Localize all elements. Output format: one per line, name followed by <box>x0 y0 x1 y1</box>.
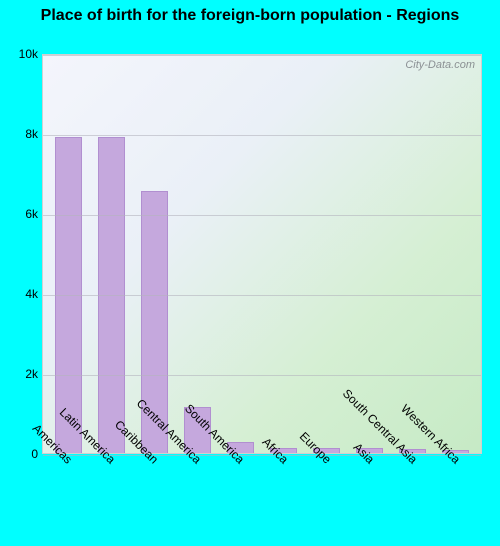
gridline <box>43 135 481 136</box>
y-tick-label: 8k <box>8 127 38 141</box>
bar-slot <box>434 55 477 453</box>
y-tick-label: 10k <box>8 47 38 61</box>
x-label-slot: South America <box>219 454 262 544</box>
x-tick-label: Western Africa <box>452 458 500 523</box>
x-tick-label: Asia <box>366 458 392 484</box>
gridline <box>43 375 481 376</box>
plot-area: City-Data.com <box>42 54 482 454</box>
x-label-slot: Western Africa <box>435 454 478 544</box>
x-label-slot: Europe <box>305 454 348 544</box>
y-tick-label: 2k <box>8 367 38 381</box>
x-label-slot: Asia <box>348 454 391 544</box>
gridline <box>43 215 481 216</box>
x-label-slot: Americas <box>46 454 89 544</box>
x-label-slot: Africa <box>262 454 305 544</box>
bar-slot <box>176 55 219 453</box>
chart-title: Place of birth for the foreign-born popu… <box>0 0 500 28</box>
bar-slot <box>133 55 176 453</box>
gridline <box>43 295 481 296</box>
y-tick-label: 0 <box>8 447 38 461</box>
bar-slot <box>262 55 305 453</box>
gridline <box>43 55 481 56</box>
y-tick-label: 4k <box>8 287 38 301</box>
x-label-slot: Latin America <box>89 454 132 544</box>
x-axis-labels: AmericasLatin AmericaCaribbeanCentral Am… <box>42 454 482 544</box>
x-label-slot: South Central Asia <box>392 454 435 544</box>
y-tick-label: 6k <box>8 207 38 221</box>
bar-slot <box>47 55 90 453</box>
bar-slot <box>391 55 434 453</box>
x-label-slot: Caribbean <box>132 454 175 544</box>
x-label-slot: Central America <box>176 454 219 544</box>
bar-slot <box>90 55 133 453</box>
bars-container <box>43 55 481 453</box>
bar-slot <box>219 55 262 453</box>
